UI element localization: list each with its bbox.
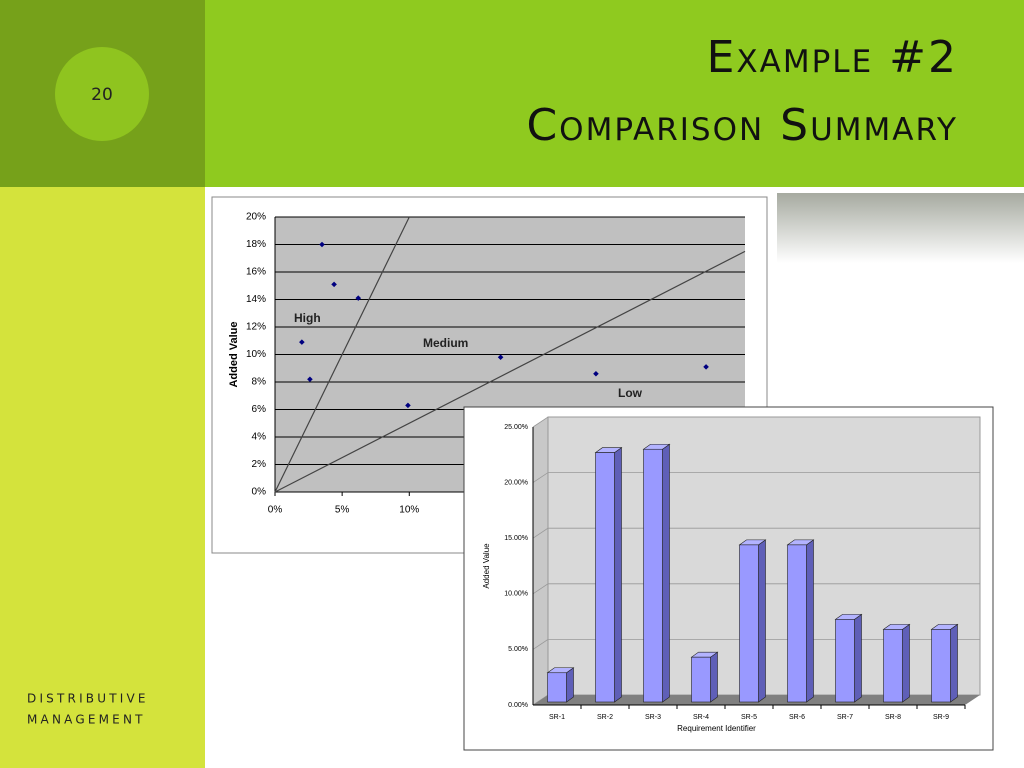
bar-side: [662, 443, 670, 703]
decor-gradient: [777, 193, 1024, 263]
reference-line: [274, 216, 410, 493]
bar-side: [758, 539, 766, 703]
point: [319, 241, 325, 248]
title-line: Comparison Summary: [526, 100, 958, 151]
x-tick-label: SR-1: [549, 714, 565, 721]
bar-side: [902, 623, 910, 703]
point: [299, 339, 305, 345]
y-tick-label: 0%: [252, 487, 267, 498]
y-tick-label: 10.00%: [504, 591, 528, 598]
y-tick-label: 20.00%: [504, 479, 528, 486]
grid-line: [532, 472, 980, 483]
bar: [835, 619, 855, 703]
point: [307, 376, 313, 383]
y-tick-label: 20%: [246, 212, 266, 223]
x-tick-label: SR-4: [693, 714, 709, 721]
x-tick-label: 0%: [268, 505, 283, 516]
y-axis-label: Added Value: [228, 321, 240, 387]
title-line: Example #2: [707, 32, 958, 83]
point: [355, 295, 362, 301]
x-tick-label: SR-7: [837, 714, 853, 721]
bar: [787, 544, 807, 703]
bar: [595, 452, 615, 703]
point: [331, 281, 337, 288]
y-tick-label: 18%: [246, 239, 266, 250]
reference-line: [274, 250, 746, 493]
bar: [883, 629, 903, 703]
x-axis-label: Requirement Identifier: [677, 724, 756, 733]
grid-line: [532, 416, 980, 428]
y-tick-label: 14%: [246, 294, 266, 305]
bar-side: [950, 623, 958, 703]
bar: [643, 448, 663, 703]
point: [703, 364, 709, 370]
grid-line: [532, 583, 980, 595]
x-tick-label: SR-5: [741, 714, 757, 721]
bar: [739, 544, 759, 703]
y-tick-label: 4%: [252, 432, 267, 443]
page-number: 20: [91, 85, 113, 105]
footer-text: DISTRIBUTIVE: [27, 692, 149, 706]
x-tick-label: SR-2: [597, 714, 613, 721]
point: [497, 354, 504, 361]
header-band: [205, 0, 1024, 187]
back-wall: [533, 417, 548, 705]
bar-side: [614, 446, 622, 703]
y-tick-label: 25.00%: [504, 424, 528, 431]
region-label: Medium: [423, 336, 468, 350]
y-tick-label: 2%: [252, 459, 267, 470]
footer-text: MANAGEMENT: [27, 713, 146, 727]
sidebar: [0, 187, 205, 768]
bar-side: [566, 667, 574, 703]
bar-side: [710, 651, 718, 703]
region-label: High: [294, 311, 321, 325]
region-label: Low: [618, 386, 643, 400]
bar: [547, 672, 567, 703]
x-tick-label: SR-3: [645, 714, 661, 721]
point: [593, 370, 599, 377]
page-number-circle: [55, 47, 149, 141]
y-tick-label: 16%: [246, 267, 266, 278]
x-tick-label: SR-9: [933, 714, 949, 721]
point: [405, 402, 411, 409]
y-tick-label: 10%: [246, 349, 266, 360]
bar: [931, 629, 951, 703]
y-tick-label: 8%: [252, 377, 267, 388]
bar-side: [854, 613, 862, 703]
x-tick-label: 10%: [399, 505, 419, 516]
x-tick-label: SR-8: [885, 714, 901, 721]
y-tick-label: 0.00%: [508, 702, 528, 709]
bar: [691, 656, 711, 703]
y-tick-label: 12%: [246, 322, 266, 333]
bar-chart: 0.00% 5.00% 10.00% 15.00% 20.00% 25.00% SR-1 SR…: [463, 406, 994, 751]
y-tick-label: 15.00%: [504, 535, 528, 542]
bar-side: [806, 539, 814, 703]
grid-line: [532, 527, 980, 539]
y-axis-label: Added Value: [482, 543, 491, 589]
x-tick-label: 5%: [335, 505, 350, 516]
y-tick-label: 5.00%: [508, 646, 528, 653]
y-tick-label: 6%: [252, 404, 267, 415]
x-tick-label: SR-6: [789, 714, 805, 721]
